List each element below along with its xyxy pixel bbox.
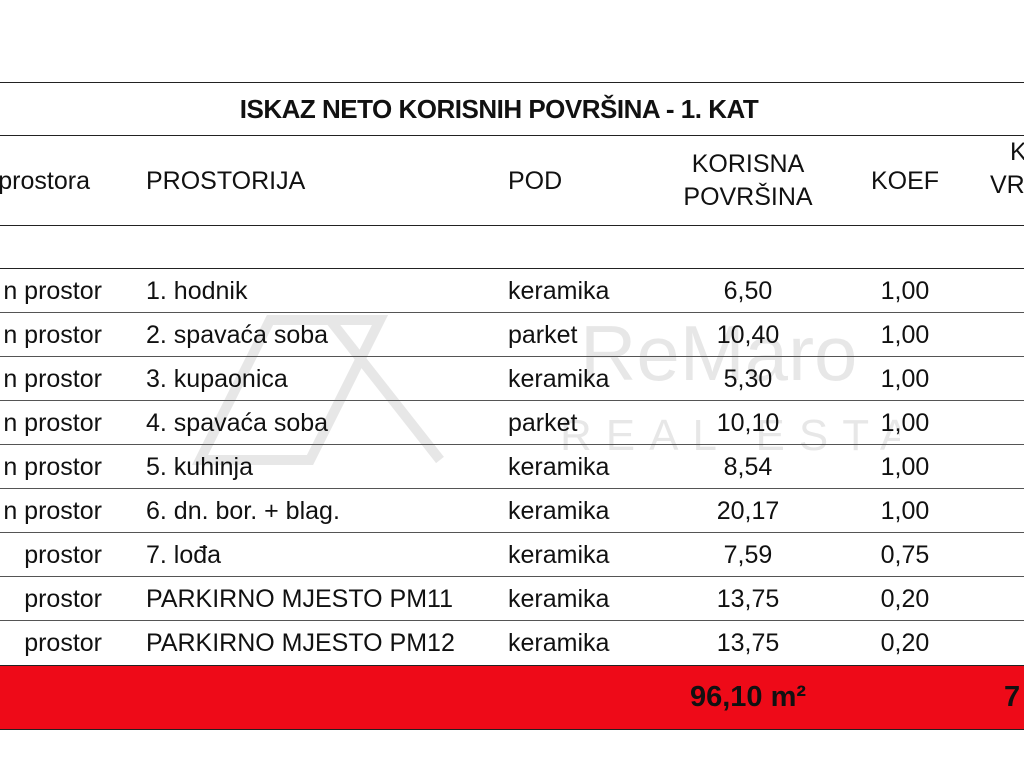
cell-floor: keramika [508, 541, 610, 569]
cell-koef: 0,75 [880, 541, 930, 569]
table-body: n prostor 1. hodnik keramika 6,50 1,00 n pros… [0, 269, 1024, 665]
header-room: PROSTORIJA [146, 166, 306, 195]
cell-room: 4. spavaća soba [146, 409, 329, 437]
cell-area: 20,17 [716, 497, 780, 525]
cell-floor: parket [508, 321, 578, 349]
header-type: prostora [0, 166, 90, 195]
cell-type: n prostor [3, 497, 102, 525]
table-row: n prostor 4. spavaća soba parket 10,10 1,00 [0, 401, 1024, 445]
cell-type: n prostor [3, 409, 102, 437]
cell-room: PARKIRNO MJESTO PM12 [146, 629, 455, 657]
table-row: prostor PARKIRNO MJESTO PM11 keramika 13,75… [0, 577, 1024, 621]
cell-area: 13,75 [716, 629, 780, 657]
cell-area: 5,30 [723, 365, 773, 393]
cell-area: 10,40 [716, 321, 780, 349]
cell-koef: 1,00 [880, 365, 930, 393]
table-row: n prostor 3. kupaonica keramika 5,30 1,00 [0, 357, 1024, 401]
cell-type: prostor [24, 541, 102, 569]
cell-floor: keramika [508, 585, 610, 613]
cell-area: 6,50 [723, 277, 773, 305]
table-row: n prostor 5. kuhinja keramika 8,54 1,00 [0, 445, 1024, 489]
cell-area: 7,59 [723, 541, 773, 569]
cell-koef: 1,00 [880, 277, 930, 305]
cell-koef: 0,20 [880, 629, 930, 657]
header-value: K VR [990, 138, 1024, 199]
table-title: ISKAZ NETO KORISNIH POVRŠINA - 1. KAT [0, 82, 1024, 136]
table-row: n prostor 2. spavaća soba parket 10,40 1,00 [0, 313, 1024, 357]
cell-area: 8,54 [723, 453, 773, 481]
cell-type: n prostor [3, 321, 102, 349]
cell-room: 6. dn. bor. + blag. [146, 497, 340, 525]
cell-floor: keramika [508, 629, 610, 657]
cell-type: prostor [24, 585, 102, 613]
total-area: 96,10 m² [689, 681, 807, 713]
cell-floor: keramika [508, 453, 610, 481]
cell-koef: 1,00 [880, 453, 930, 481]
cell-room: 3. kupaonica [146, 365, 288, 393]
cell-floor: keramika [508, 277, 610, 305]
cell-floor: parket [508, 409, 578, 437]
cell-type: n prostor [3, 453, 102, 481]
table-row: prostor PARKIRNO MJESTO PM12 keramika 13,75… [0, 621, 1024, 665]
table-header: prostora PROSTORIJA POD KORISNA POVRŠINA… [0, 136, 1024, 226]
cell-type: n prostor [3, 277, 102, 305]
total-row: 96,10 m² 7 [0, 665, 1024, 730]
cell-room: 2. spavaća soba [146, 321, 329, 349]
table-title-text: ISKAZ NETO KORISNIH POVRŠINA - 1. KAT [239, 93, 759, 124]
table-row: n prostor 1. hodnik keramika 6,50 1,00 [0, 269, 1024, 313]
cell-room: 1. hodnik [146, 277, 248, 305]
cell-area: 13,75 [716, 585, 780, 613]
table-row: n prostor 6. dn. bor. + blag. keramika 20,1… [0, 489, 1024, 533]
total-value: 7 [1004, 681, 1021, 713]
cell-koef: 1,00 [880, 497, 930, 525]
cell-koef: 1,00 [880, 321, 930, 349]
cell-floor: keramika [508, 497, 610, 525]
cell-room: PARKIRNO MJESTO PM11 [146, 585, 454, 613]
header-area: KORISNA POVRŠINA [683, 150, 813, 211]
cell-type: n prostor [3, 365, 102, 393]
cell-room: 7. lođa [146, 541, 222, 569]
cell-koef: 1,00 [880, 409, 930, 437]
cell-room: 5. kuhinja [146, 453, 254, 481]
cell-type: prostor [24, 629, 102, 657]
header-floor: POD [508, 166, 563, 195]
cell-area: 10,10 [716, 409, 780, 437]
header-spacer [0, 226, 1024, 269]
table-row: prostor 7. lođa keramika 7,59 0,75 [0, 533, 1024, 577]
cell-koef: 0,20 [880, 585, 930, 613]
cell-floor: keramika [508, 365, 610, 393]
header-koef: KOEF [870, 166, 940, 195]
